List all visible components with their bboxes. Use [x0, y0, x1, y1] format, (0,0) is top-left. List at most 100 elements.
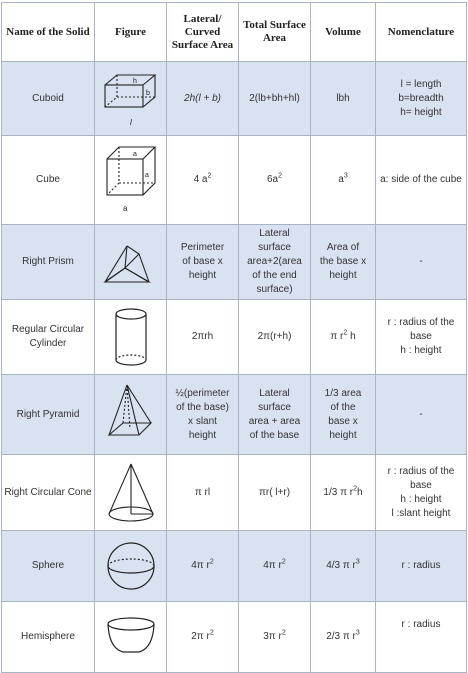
total-value: 6a2	[238, 135, 311, 225]
nomenclature-value: r : radius	[375, 601, 467, 673]
label-a: a	[133, 151, 137, 158]
figure-cell	[94, 224, 167, 300]
value-line: Area of	[326, 242, 360, 253]
header-name: Name of the Solid	[1, 2, 95, 62]
header-lateral: Lateral/ Curved Surface Area	[166, 2, 239, 62]
value-line: 1/3 area	[324, 387, 362, 399]
value-tail: h	[350, 331, 356, 342]
value-line: Lateral	[259, 228, 290, 239]
table-row: Hemisphere 2π r2 3π r2 2/3 π r3 r : radi…	[1, 601, 467, 673]
label-l: l	[130, 118, 132, 127]
table-row: Right Circular Cone π rl πr( l+r) 1/3 π …	[1, 454, 467, 531]
value-tail: h	[357, 486, 363, 498]
total-value: 4π r2	[238, 530, 311, 602]
value-base: 2/3 π r	[326, 631, 356, 642]
table-row: Sphere 4π r2 4π r2 4/3 π r3 r : radius	[1, 530, 467, 602]
volume-value: a3	[310, 135, 376, 225]
value-line: the base x	[319, 256, 367, 267]
label-a: a	[145, 172, 149, 179]
header-volume: Volume	[310, 2, 376, 62]
value-exponent: 2	[278, 172, 283, 180]
table-row: Cuboid h b l 2h(l + b) 2(lb+bh+hl) lbh l…	[1, 61, 467, 136]
volume-value: 4/3 π r3	[310, 530, 376, 602]
header-row: Name of the Solid Figure Lateral/ Curved…	[1, 2, 467, 62]
value-line: of the end	[252, 270, 297, 281]
lateral-value: π rl	[166, 454, 239, 531]
value-base: 3π r	[263, 631, 282, 642]
value-exponent: 2	[209, 629, 214, 637]
value-line: surface	[258, 401, 291, 413]
lateral-value: 2h(l + b)	[166, 61, 239, 136]
header-nomenclature: Nomenclature	[375, 2, 467, 62]
table-row: Regular Circular Cylinder 2πrh 2π(r+h) π…	[1, 299, 467, 375]
nomenclature-line: h : height	[400, 493, 442, 505]
value-exponent: 3	[343, 172, 348, 180]
value-exponent: 3	[355, 558, 360, 566]
nomenclature-line: h= height	[400, 106, 442, 118]
nomenclature-line: a: side of the cube	[380, 174, 462, 185]
value-base: 4/3 π r	[326, 560, 356, 571]
value-line: height	[329, 270, 357, 281]
total-value: 2(lb+bh+hl)	[238, 61, 311, 136]
value-base: 6a	[266, 174, 279, 185]
solid-name: Regular Circular Cylinder	[1, 299, 95, 375]
value-line: height	[188, 429, 217, 441]
volume-value: 1/3 area of the base x height	[310, 374, 376, 455]
sphere-icon	[106, 542, 155, 590]
lateral-value: 2π r2	[166, 601, 239, 673]
figure-cell: a a a	[94, 135, 167, 225]
volume-value: 2/3 π r3	[310, 601, 376, 673]
value-line: of the base	[249, 429, 300, 441]
label-a: a	[123, 204, 128, 213]
prism-icon	[102, 245, 151, 283]
table-row: Right Pyramid ½(perimeter of the base) x…	[1, 374, 467, 455]
nomenclature-line: r : radius of the base	[387, 465, 455, 491]
nomenclature-value: r : radius	[375, 530, 467, 602]
value-exponent: 2	[281, 629, 286, 637]
value-line: surface)	[256, 284, 293, 295]
value-exponent: 2	[207, 172, 212, 180]
value-base: 4π r	[263, 560, 282, 571]
value-exponent: 2	[343, 329, 348, 337]
pyramid-icon	[107, 384, 152, 436]
nomenclature-value: l = length b=breadth h= height	[375, 61, 467, 136]
header-total: Total Surface Area	[238, 2, 311, 62]
solid-name: Right Circular Cone	[1, 454, 95, 531]
table-row: Right Prism Perimeter of base x height L…	[1, 224, 467, 300]
table-row: Cube a a a 4 a2 6a2 a3 a: side of the cu…	[1, 135, 467, 225]
solid-name: Cube	[1, 135, 95, 225]
nomenclature-value: a: side of the cube	[375, 135, 467, 225]
value-line: Perimeter	[180, 242, 225, 253]
cone-icon	[107, 463, 154, 522]
solid-name: Hemisphere	[1, 601, 95, 673]
value-exponent: 2	[353, 485, 358, 493]
value-line: base x	[328, 415, 358, 427]
figure-cell	[94, 299, 167, 375]
nomenclature-value: r : radius of the base h : height	[375, 299, 467, 375]
value-line: of base x	[182, 256, 223, 267]
nomenclature-value: r : radius of the base h : height l :sla…	[375, 454, 467, 531]
value-exponent: 2	[281, 558, 286, 566]
lateral-value: ½(perimeter of the base) x slant height	[166, 374, 239, 455]
header-figure: Figure	[94, 2, 167, 62]
nomenclature-value: -	[375, 224, 467, 300]
solid-name: Sphere	[1, 530, 95, 602]
nomenclature-value: -	[375, 374, 467, 455]
cube-icon: a a a	[105, 146, 156, 213]
label-h: h	[133, 78, 137, 85]
volume-value: Area of the base x height	[310, 224, 376, 300]
value-line: height	[329, 429, 357, 441]
cylinder-icon	[114, 308, 147, 366]
volume-value: 1/3 π r2h	[310, 454, 376, 531]
nomenclature-line: h : height	[400, 345, 442, 356]
value-line: of the	[330, 401, 356, 413]
value-base: 4π r	[191, 560, 210, 571]
value-exponent: 3	[355, 629, 360, 637]
value-base: π r	[330, 331, 344, 342]
figure-cell	[94, 601, 167, 673]
lateral-value: 4π r2	[166, 530, 239, 602]
value-line: area+2(area	[247, 256, 302, 267]
nomenclature-line: r : radius of the base	[387, 317, 455, 342]
volume-value: lbh	[310, 61, 376, 136]
